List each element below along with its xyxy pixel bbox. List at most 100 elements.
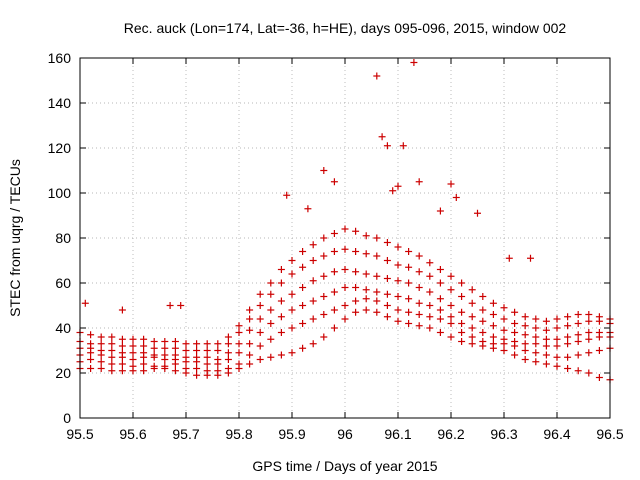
x-tick-label: 96.5 — [596, 426, 623, 442]
data-point — [511, 338, 519, 345]
data-point — [436, 266, 444, 273]
data-point — [224, 356, 232, 363]
data-point — [542, 360, 550, 368]
data-point — [394, 261, 402, 269]
data-point — [532, 358, 540, 366]
data-point — [564, 365, 572, 372]
data-point — [330, 324, 338, 332]
data-point — [118, 360, 126, 368]
data-point — [97, 358, 105, 366]
data-point — [108, 333, 116, 341]
data-point — [595, 313, 603, 321]
data-point — [532, 315, 540, 323]
data-point — [574, 351, 582, 359]
data-point — [352, 248, 360, 255]
data-point — [256, 290, 264, 298]
data-point — [542, 335, 550, 343]
data-point — [389, 187, 397, 195]
data-point — [267, 320, 275, 327]
data-point — [97, 347, 105, 354]
x-tick-label: 95.9 — [278, 426, 305, 442]
data-point — [129, 356, 137, 363]
data-point — [288, 306, 296, 314]
data-point — [553, 353, 561, 361]
data-point — [246, 360, 254, 368]
data-point — [447, 272, 455, 280]
data-point — [458, 293, 466, 300]
data-point — [542, 326, 550, 334]
data-point — [193, 371, 201, 379]
data-point — [309, 241, 317, 249]
data-point — [330, 306, 338, 314]
data-point — [352, 268, 360, 276]
data-point — [574, 331, 582, 339]
data-point — [352, 284, 360, 291]
data-point — [564, 313, 572, 321]
data-point — [574, 320, 582, 327]
data-point — [235, 360, 243, 368]
data-point — [283, 191, 291, 199]
data-point — [277, 351, 285, 359]
data-point — [288, 290, 296, 298]
data-point — [585, 311, 593, 318]
data-point — [415, 311, 423, 318]
data-point — [161, 344, 169, 352]
data-point — [362, 232, 370, 240]
x-tick-label: 95.6 — [119, 426, 146, 442]
data-point — [246, 351, 254, 359]
y-tick-label: 60 — [55, 275, 71, 291]
data-point — [436, 329, 444, 336]
x-tick-label: 95.5 — [66, 426, 93, 442]
data-point — [500, 315, 508, 323]
data-point — [320, 333, 328, 341]
data-point — [564, 353, 572, 361]
data-point — [309, 315, 317, 323]
data-point — [330, 230, 338, 237]
data-point — [256, 342, 264, 350]
data-point — [224, 333, 232, 341]
data-point — [415, 178, 423, 186]
data-point — [399, 142, 407, 150]
data-point — [140, 342, 148, 350]
y-tick-label: 80 — [55, 230, 71, 246]
chart-title: Rec. auck (Lon=174, Lat=-36, h=HE), days… — [124, 20, 567, 36]
data-point — [383, 313, 391, 321]
data-point — [193, 347, 201, 354]
data-point — [458, 279, 466, 287]
data-point — [118, 349, 126, 357]
data-point — [171, 367, 179, 375]
data-point — [214, 367, 222, 375]
data-point — [479, 306, 487, 314]
data-point — [452, 194, 460, 201]
data-point — [373, 308, 381, 316]
data-point — [532, 349, 540, 357]
data-point — [415, 299, 423, 307]
data-point — [352, 308, 360, 316]
data-point — [277, 329, 285, 336]
data-point — [214, 356, 222, 363]
y-tick-label: 0 — [63, 410, 71, 426]
data-point — [277, 297, 285, 305]
data-point — [585, 349, 593, 357]
data-point — [447, 333, 455, 341]
data-point — [362, 306, 370, 314]
data-point — [118, 306, 126, 314]
data-point — [182, 340, 190, 348]
data-point — [267, 279, 275, 287]
data-point — [564, 340, 572, 348]
data-point — [97, 333, 105, 341]
data-point — [511, 351, 519, 359]
data-point — [177, 302, 185, 309]
data-point — [405, 279, 413, 287]
data-point — [468, 286, 476, 294]
data-point — [97, 340, 105, 348]
data-point — [436, 279, 444, 287]
data-point — [320, 252, 328, 260]
data-point — [415, 252, 423, 260]
data-point — [108, 360, 116, 368]
data-point — [235, 322, 243, 330]
data-point — [129, 362, 137, 370]
data-point — [256, 315, 264, 323]
data-point — [373, 252, 381, 260]
data-point — [108, 340, 116, 348]
